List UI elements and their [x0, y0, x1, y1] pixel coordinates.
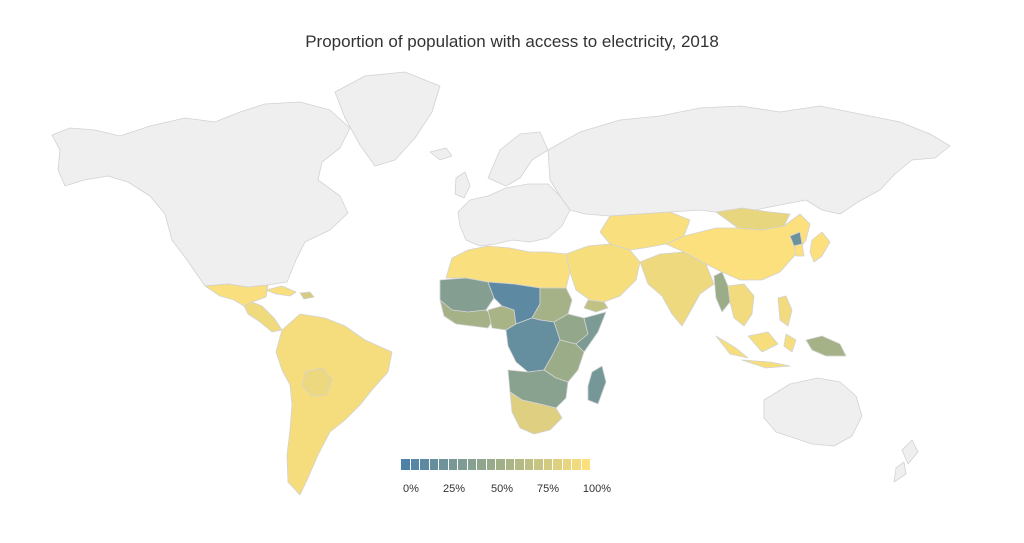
- color-legend: 0% 25% 50% 75% 100%: [401, 459, 611, 499]
- legend-swatch: [467, 459, 477, 470]
- legend-swatch: [553, 459, 563, 470]
- legend-swatch: [496, 459, 506, 470]
- region-mexico: [204, 283, 269, 307]
- legend-swatch: [429, 459, 439, 470]
- region-britain: [454, 171, 471, 199]
- region-greenland: [334, 71, 441, 167]
- region-south-asia: [639, 251, 715, 327]
- region-papua-new-guinea: [805, 335, 847, 357]
- region-myanmar: [713, 271, 731, 313]
- region-south-america: [275, 313, 393, 496]
- region-central-america: [243, 301, 283, 333]
- legend-swatch: [562, 459, 572, 470]
- legend-swatch: [505, 459, 515, 470]
- legend-swatch: [410, 459, 420, 470]
- legend-swatch: [524, 459, 534, 470]
- region-madagascar: [587, 365, 607, 405]
- legend-swatch: [543, 459, 553, 470]
- region-middle-east: [565, 243, 641, 303]
- region-bolivia: [302, 367, 333, 397]
- legend-swatch: [581, 459, 591, 470]
- region-europe: [457, 183, 571, 247]
- legend-swatch: [572, 459, 582, 470]
- legend-swatch: [477, 459, 487, 470]
- legend-tick-25: 25%: [442, 483, 466, 495]
- legend-swatch: [420, 459, 430, 470]
- region-indonesia: [715, 331, 797, 369]
- region-north-america: [51, 101, 351, 288]
- region-cuba: [265, 285, 297, 297]
- region-southern-africa: [509, 391, 563, 435]
- region-philippines: [777, 295, 793, 327]
- legend-swatch: [534, 459, 544, 470]
- legend-swatch: [401, 459, 411, 470]
- legend-swatch: [448, 459, 458, 470]
- map-title: Proportion of population with access to …: [305, 32, 719, 51]
- region-hispaniola: [299, 291, 315, 300]
- region-yemen: [583, 299, 609, 313]
- legend-color-bar: [401, 459, 591, 470]
- region-russia: [547, 105, 951, 217]
- legend-tick-75: 75%: [536, 483, 560, 495]
- legend-tick-50: 50%: [490, 483, 514, 495]
- region-south-korea-japan: [793, 231, 831, 263]
- legend-tick-100: 100%: [582, 483, 612, 495]
- region-australia: [763, 377, 863, 447]
- region-china: [665, 213, 811, 281]
- legend-tick-0: 0%: [403, 483, 419, 495]
- legend-swatch: [439, 459, 449, 470]
- legend-swatch: [458, 459, 468, 470]
- legend-swatch: [486, 459, 496, 470]
- region-scandinavia: [487, 131, 549, 187]
- legend-swatch: [515, 459, 525, 470]
- region-iceland: [429, 147, 453, 161]
- region-new-zealand: [893, 439, 919, 483]
- region-southeast-asia: [727, 283, 755, 327]
